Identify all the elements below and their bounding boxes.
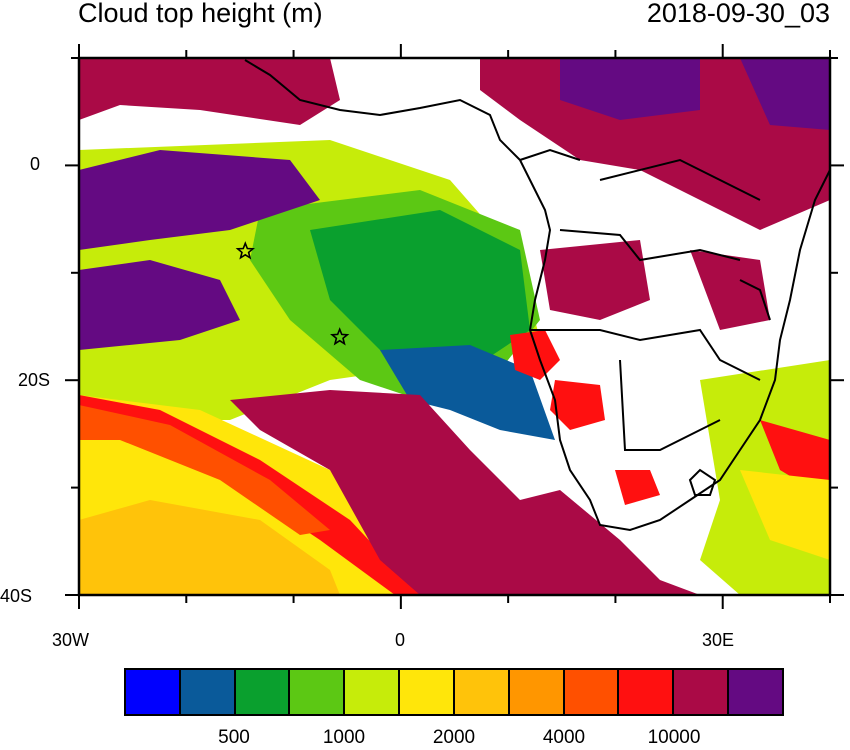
colorbar	[124, 668, 784, 716]
colorbar-label: 1000	[322, 727, 366, 748]
colorbar-swatch	[454, 670, 510, 714]
markers	[235, 241, 350, 346]
axis-ticks	[65, 44, 844, 609]
colorbar-label: 10000	[647, 727, 701, 748]
map-frame	[77, 56, 832, 597]
colorbar-label: 4000	[542, 727, 586, 748]
cloud-field	[79, 58, 830, 595]
x-tick-label-30w: 30W	[52, 630, 90, 650]
y-tick-label-40s: 40S	[0, 586, 33, 606]
colorbar-label: 500	[218, 727, 250, 748]
colorbar-label: 2000	[432, 727, 476, 748]
y-tick-label-20s: 20S	[18, 370, 51, 390]
colorbar-swatch	[180, 670, 236, 714]
colorbar-swatch	[509, 670, 565, 714]
colorbar-swatch	[564, 670, 620, 714]
star-marker	[235, 241, 255, 260]
colorbar-swatch	[729, 670, 782, 714]
colorbar-swatch	[674, 670, 730, 714]
star-marker	[330, 327, 350, 346]
coastlines	[244, 59, 830, 532]
colorbar-swatch	[290, 670, 346, 714]
colorbar-swatch	[345, 670, 401, 714]
colorbar-swatch	[235, 670, 291, 714]
timestamp: 2018-09-30_03	[646, 0, 830, 28]
colorbar-swatch	[126, 670, 181, 714]
x-tick-label-30e: 30E	[702, 630, 735, 650]
colorbar-swatch	[619, 670, 675, 714]
map-title: Cloud top height (m)	[78, 0, 323, 28]
colorbar-swatch	[400, 670, 455, 714]
y-tick-label-0: 0	[30, 154, 41, 174]
x-tick-label-0: 0	[395, 630, 406, 650]
